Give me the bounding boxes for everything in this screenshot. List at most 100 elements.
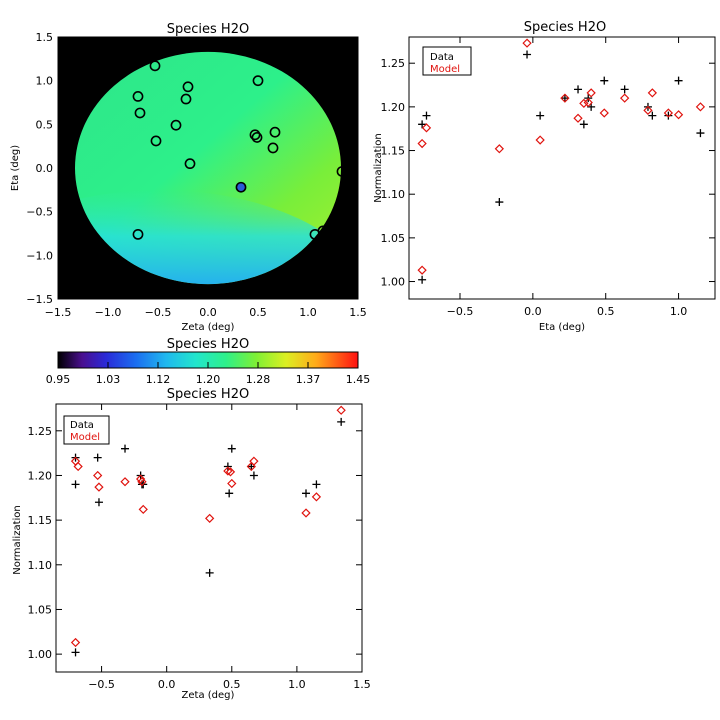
eta-model-point [417,138,427,149]
eta-data-point [495,198,504,207]
map-ytick-label: 0.0 [36,162,54,175]
map-point [267,142,279,154]
eta-ytick-label: 1.10 [381,188,406,201]
eta-frame [408,36,716,300]
eta-data-point [664,111,673,120]
eta-data-point [600,76,609,85]
map-low-band [75,190,341,285]
map-point [235,181,247,193]
colorbar-tick-label: 1.12 [146,373,171,386]
zeta-data-point [71,480,80,489]
map-xtick-label: −1.0 [95,306,122,319]
map-points [132,60,348,240]
map-point [252,75,264,87]
colorbar-title: Species H2O [167,337,249,352]
zeta-ytick-label: 1.25 [28,425,53,438]
zeta-legend: Data Model [63,415,110,445]
colorbar: Species H2O 0.95 1.03 1.12 1.20 1.28 1.37 1.45 [46,337,371,386]
zeta-xtick-label: 0.5 [223,678,241,691]
map-ytick-label: −1.0 [26,249,53,262]
eta-data-point [560,94,569,103]
eta-legend-data: Data [430,52,454,63]
zeta-model-point [311,492,322,502]
eta-model-point [421,123,432,133]
eta-model-point [560,93,570,103]
eta-xtick-label: 0.0 [524,305,542,318]
eta-xlabel: Eta (deg) [539,322,585,333]
map-point [249,129,261,141]
zeta-model-point [205,513,215,523]
map-ytick-label: −1.5 [26,293,53,306]
colorbar-tick-label: 1.03 [96,373,121,386]
eta-data-point [418,275,427,284]
eta-ytick-label: 1.20 [381,101,406,114]
zeta-xtick-label: 1.0 [288,678,306,691]
zeta-ytick-label: 1.20 [28,469,53,482]
zeta-model-point [120,477,130,487]
map-xlabel: Zeta (deg) [182,322,235,333]
zeta-eta-map: Species H2O −1.5 −1.0 −0.5 0.0 0.5 1.0 1.5−1.5… [10,22,367,333]
eta-data-point [422,111,431,120]
map-ytick-label: −0.5 [26,206,53,219]
zeta-xtick-label: −0.5 [88,678,115,691]
eta-legend-model: Model [430,64,460,75]
zeta-model-point [135,474,146,484]
zeta-xtick-label: 0.0 [158,678,176,691]
eta-data-point [648,111,657,120]
zeta-data-point [337,417,346,426]
eta-data-point [418,120,427,129]
map-point [150,135,162,147]
zeta-markers [70,405,346,657]
colorbar-tick-label: 0.95 [46,373,71,386]
eta-model-point [620,93,630,103]
map-ylabel: Eta (deg) [10,145,21,191]
eta-data-point [674,76,683,85]
eta-xtick-label: 0.5 [597,305,615,318]
map-point [269,126,281,138]
map-point [149,60,161,72]
zeta-data-point [205,568,214,577]
eta-data-point [536,111,545,120]
eta-model-point [573,113,583,123]
map-xtick-label: −0.5 [145,306,172,319]
zeta-xlabel: Zeta (deg) [182,690,235,701]
zeta-legend-data: Data [70,420,94,431]
eta-data-point [579,120,588,129]
map-ytick-label: 1.0 [36,75,54,88]
zeta-model-point [225,467,236,477]
map-point [182,81,194,93]
zeta-model-point [301,508,311,518]
map-point [170,119,182,131]
zeta-legend-box [63,415,110,445]
zeta-data-point [227,444,236,453]
zeta-data-point [93,453,102,462]
zeta-model-point [138,504,148,515]
zeta-ticks: −0.5 0.0 0.5 1.0 1.5 1.00 1.05 1.10 1.15 1.20 1.25 [28,404,371,691]
eta-model-point [494,144,504,154]
colorbar-tick-label: 1.28 [246,373,271,386]
map-ytick-label: 1.5 [36,31,54,44]
zeta-data-point [312,480,321,489]
eta-model-point [643,105,653,116]
zeta-model-point [94,482,104,492]
zeta-legend-model: Model [70,432,100,443]
zeta-data-point [94,498,103,507]
zeta-ylabel: Normalization [12,505,23,575]
eta-ytick-label: 1.05 [381,232,406,245]
map-field [75,51,341,285]
zeta-data-point [225,489,234,498]
map-ticks: −1.5 −1.0 −0.5 0.0 0.5 1.0 1.5 −1.5 −1.0 −0.5 0.0 0… [26,31,366,319]
map-xtick-label: 0.5 [249,306,267,319]
eta-data-point [696,129,705,138]
eta-ylabel: Normalization [373,133,384,203]
map-point [134,107,146,119]
map-point [309,228,321,240]
zeta-model-point [336,405,346,415]
zeta-ytick-label: 1.05 [28,603,53,616]
zeta-model-point [227,478,237,489]
eta-model-point [579,98,589,109]
map-point [251,132,263,143]
map-xtick-label: 0.0 [199,306,217,319]
